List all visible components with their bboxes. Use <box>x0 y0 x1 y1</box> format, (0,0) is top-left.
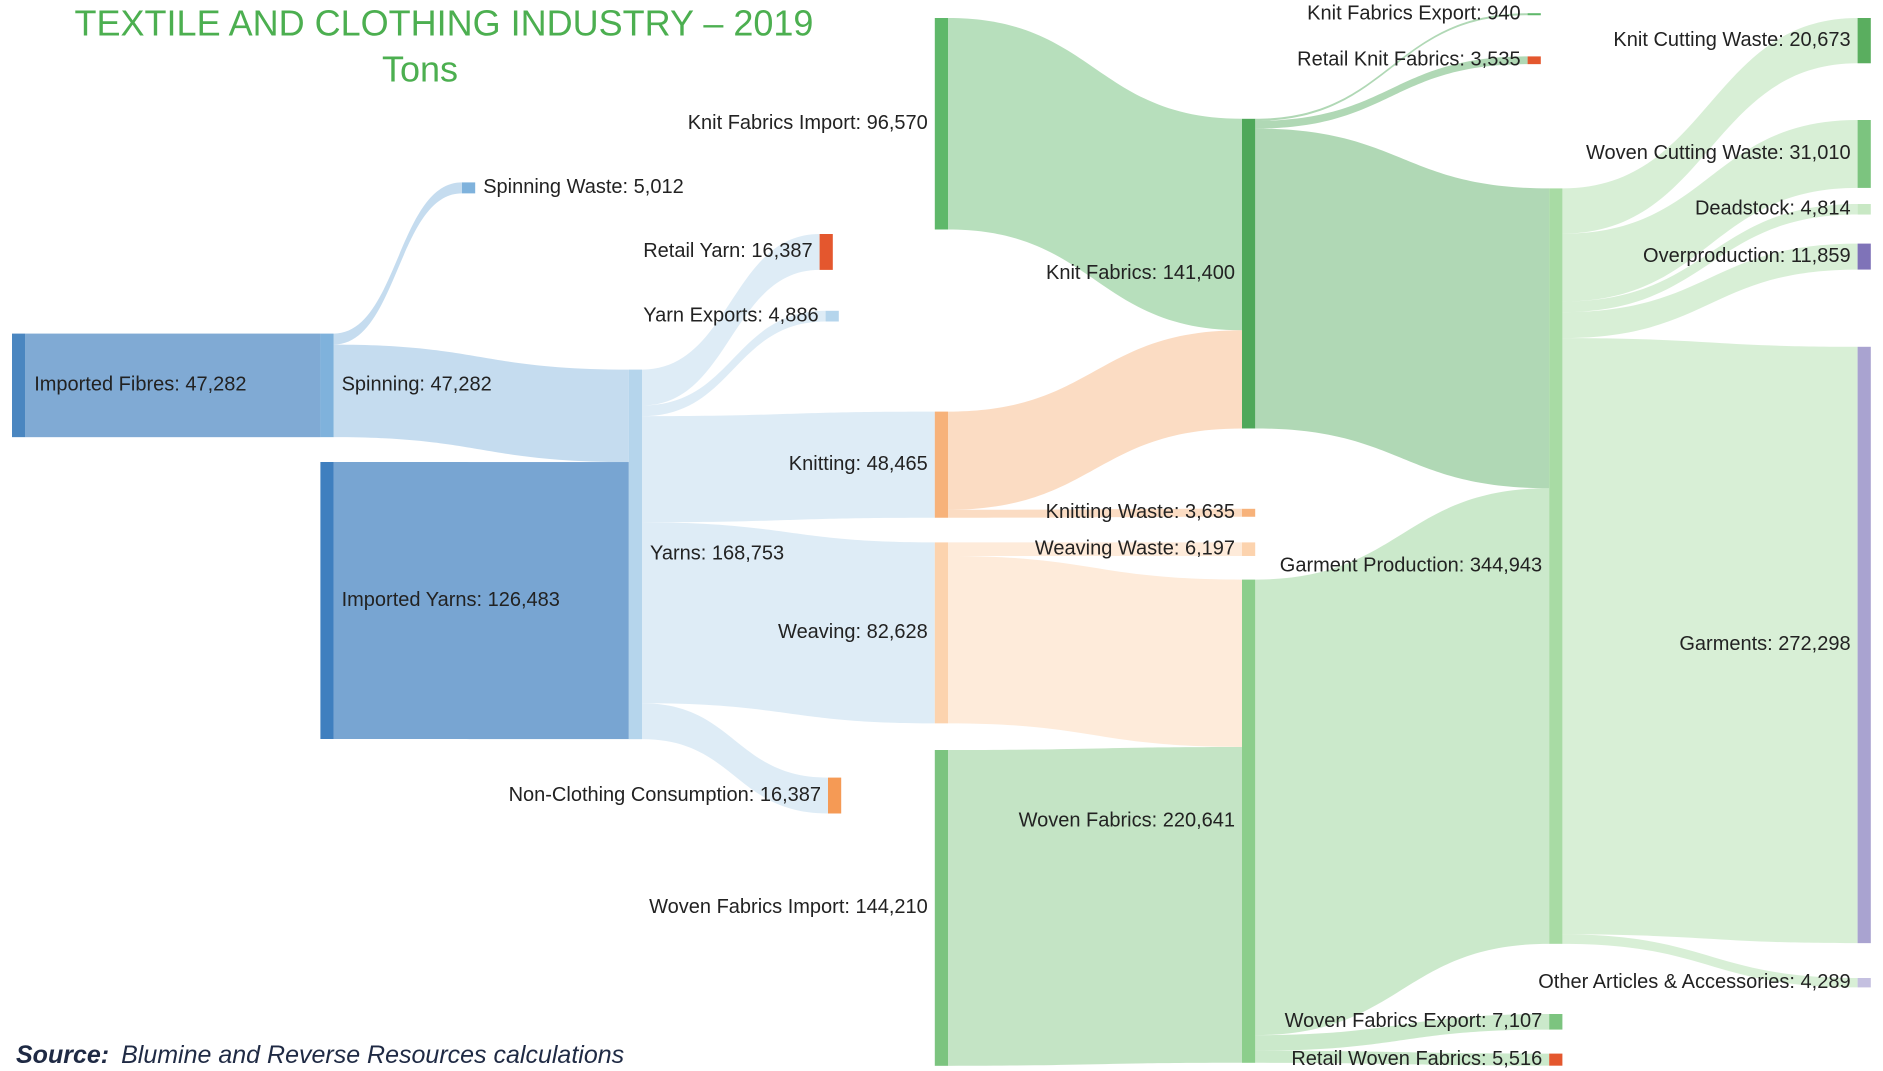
node-label: Yarn Exports: 4,886 <box>643 304 818 326</box>
node-band <box>333 462 629 739</box>
node-label: Yarns: 168,753 <box>650 543 784 565</box>
link <box>642 310 826 417</box>
node <box>828 777 842 814</box>
nodes: Imported Fibres: 47,282 Spinning: 47,282 I… <box>12 3 1871 1070</box>
node <box>819 234 833 270</box>
node-label: Imported Fibres: 47,282 <box>34 374 246 396</box>
node <box>1242 542 1256 556</box>
node-label: Knitting: 48,465 <box>789 453 928 475</box>
node <box>1242 508 1256 517</box>
link <box>948 555 1242 747</box>
node-label: Knitting Waste: 3,635 <box>1046 501 1235 523</box>
node <box>1549 188 1563 944</box>
node <box>462 182 476 194</box>
node <box>1857 204 1871 215</box>
node-label: Weaving: 82,628 <box>778 621 928 643</box>
node <box>1857 978 1871 988</box>
node <box>1857 120 1871 188</box>
node-label: Deadstock: 4,814 <box>1695 198 1851 220</box>
chart-title: TEXTILE AND CLOTHING INDUSTRY – 2019 <box>75 3 814 44</box>
node-label: Garments: 272,298 <box>1679 633 1850 655</box>
node <box>320 333 334 438</box>
node-label: Knit Fabrics Export: 940 <box>1307 3 1520 25</box>
chart-subtitle: Tons <box>382 49 458 90</box>
node <box>1549 1053 1563 1066</box>
link <box>948 18 1242 331</box>
link <box>948 330 1242 510</box>
node <box>1527 56 1541 65</box>
node <box>628 369 642 740</box>
node-label: Woven Fabrics: 220,641 <box>1019 809 1235 831</box>
node <box>1857 346 1871 944</box>
link <box>948 508 1242 518</box>
node-label: Retail Knit Fabrics: 3,535 <box>1297 49 1520 71</box>
node <box>825 310 839 322</box>
node-label: Garment Production: 344,943 <box>1280 554 1542 576</box>
link <box>1562 120 1858 302</box>
node-label: Overproduction: 11,859 <box>1643 245 1851 267</box>
link <box>1255 13 1528 121</box>
link <box>948 542 1242 556</box>
link <box>642 411 935 523</box>
source-text: Blumine and Reverse Resources calculatio… <box>121 1041 624 1069</box>
node-label: Knit Fabrics Import: 96,570 <box>688 112 928 134</box>
link <box>25 333 321 438</box>
link <box>1562 18 1858 234</box>
link <box>333 182 462 345</box>
node-label: Knit Cutting Waste: 20,673 <box>1613 29 1850 51</box>
source-label: Source: <box>16 1041 109 1069</box>
link <box>948 746 1242 1066</box>
node-label: Non-Clothing Consumption: 16,387 <box>509 784 821 806</box>
node-label: Other Articles & Accessories: 4,289 <box>1538 971 1850 993</box>
link <box>1562 338 1858 944</box>
node-label: Retail Yarn: 16,387 <box>643 240 812 262</box>
link <box>1255 1014 1550 1051</box>
node-label: Spinning: 47,282 <box>342 374 492 396</box>
node <box>1857 18 1871 64</box>
node-label: Knit Fabrics: 141,400 <box>1046 262 1235 284</box>
links <box>25 13 1858 1066</box>
node <box>1857 243 1871 270</box>
link <box>642 234 820 406</box>
link <box>333 462 629 740</box>
link <box>1562 243 1858 339</box>
link <box>1255 128 1550 489</box>
node <box>1242 579 1256 1063</box>
source: Source: Blumine and Reverse Resources cal… <box>16 1041 624 1069</box>
node-label: Spinning Waste: 5,012 <box>483 176 684 198</box>
link <box>642 703 828 814</box>
node <box>320 462 334 739</box>
node-label: Woven Cutting Waste: 31,010 <box>1586 142 1851 164</box>
link <box>1255 1050 1550 1066</box>
node-label: Woven Fabrics Import: 144,210 <box>649 896 928 918</box>
node <box>1549 1014 1563 1030</box>
node <box>934 18 948 230</box>
link <box>333 344 629 463</box>
link <box>1562 204 1858 313</box>
link <box>1255 488 1550 1036</box>
node-band <box>25 333 321 438</box>
node-label: Weaving Waste: 6,197 <box>1035 537 1235 559</box>
node-label: Retail Woven Fabrics: 5,516 <box>1291 1048 1542 1070</box>
node-label: Imported Yarns: 126,483 <box>342 589 560 611</box>
link <box>1562 934 1858 988</box>
node <box>12 333 26 438</box>
node <box>1527 13 1541 16</box>
link <box>642 522 935 724</box>
node <box>934 411 948 518</box>
node <box>934 542 948 724</box>
node <box>934 750 948 1066</box>
node-label: Woven Fabrics Export: 7,107 <box>1285 1010 1543 1032</box>
link <box>1255 56 1528 129</box>
node <box>1242 118 1256 429</box>
